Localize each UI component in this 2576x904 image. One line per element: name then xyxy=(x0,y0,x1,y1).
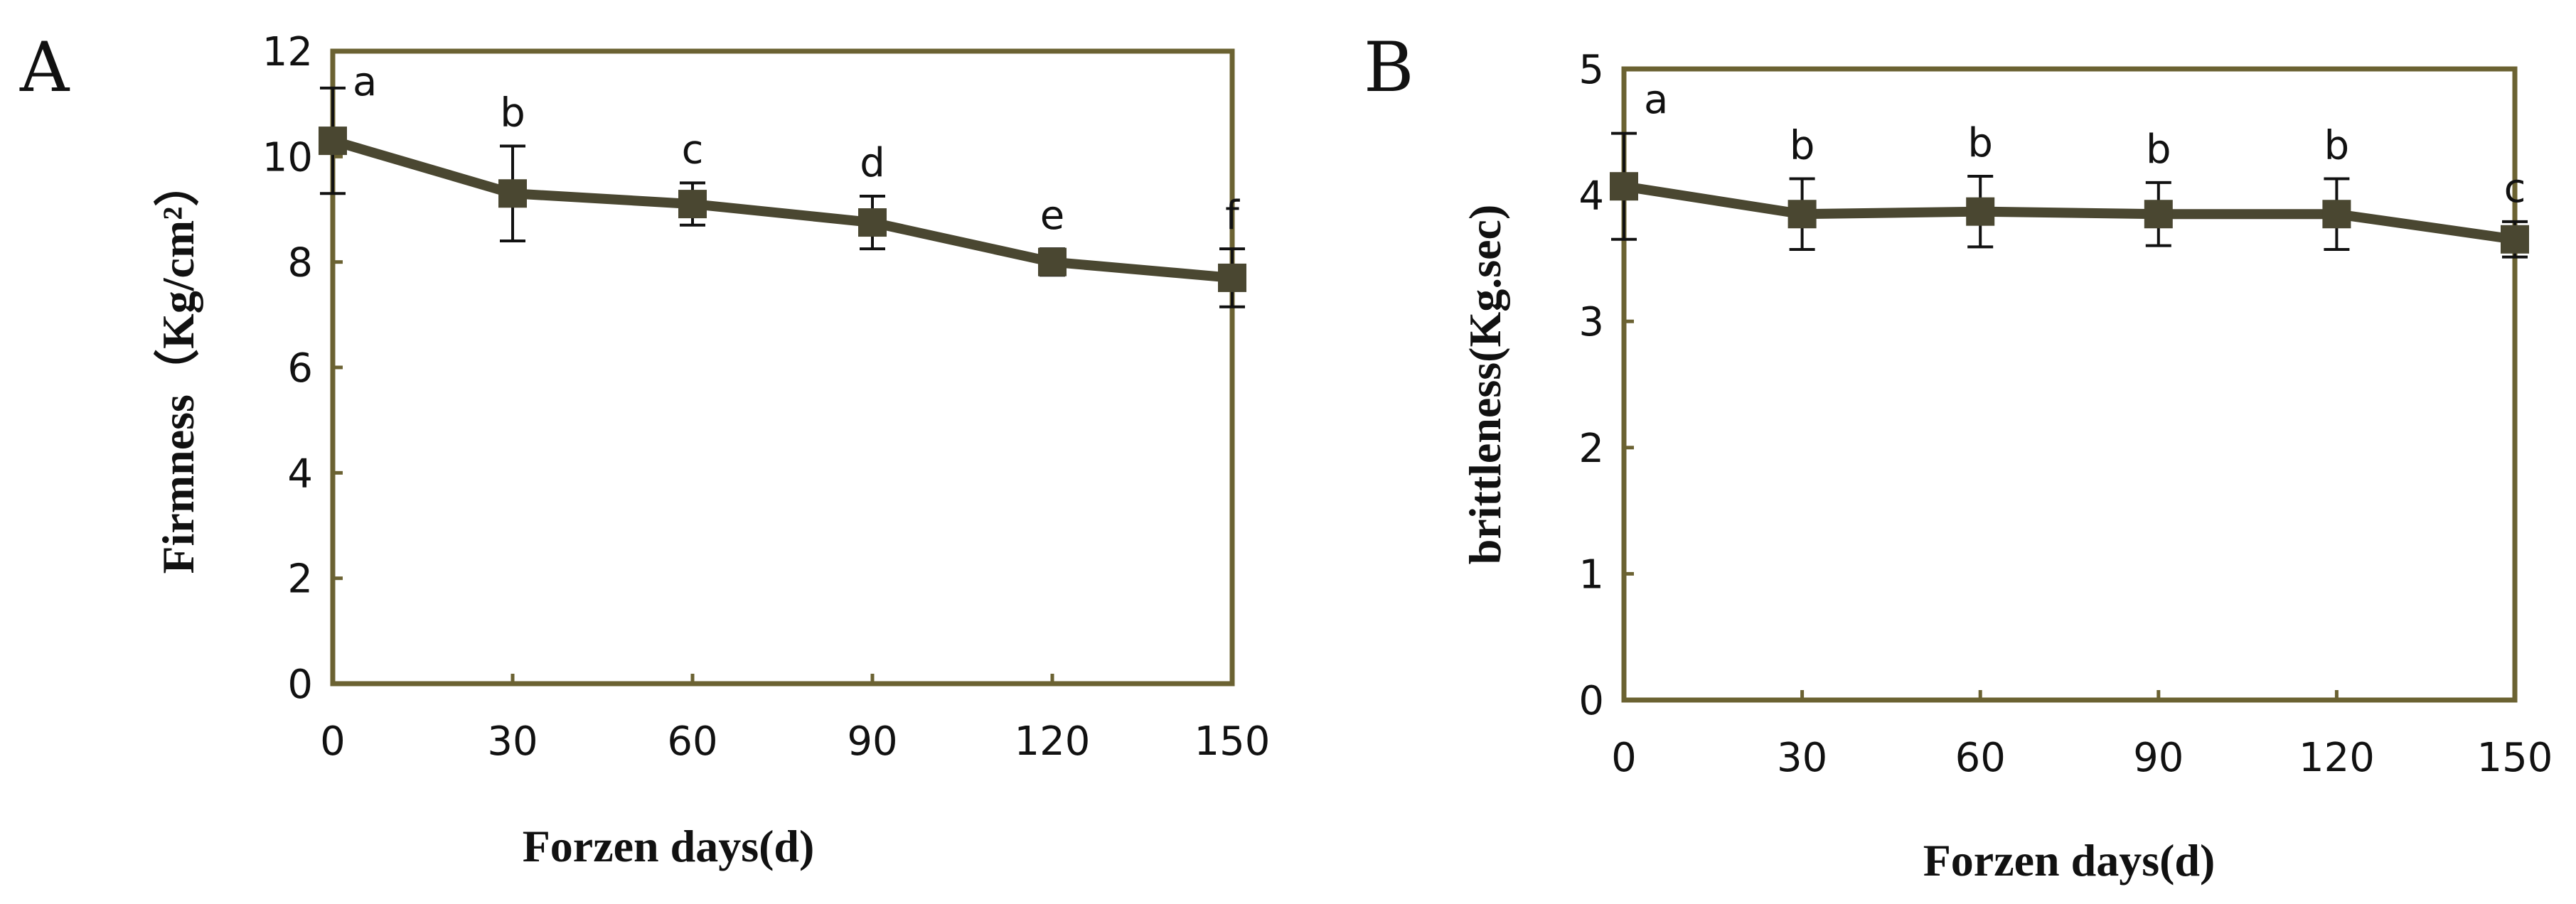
significance-label: b xyxy=(500,90,525,136)
x-axis-title: Forzen days(d) xyxy=(523,821,815,871)
significance-label: f xyxy=(1225,193,1240,239)
data-point-marker xyxy=(2322,200,2351,229)
data-point-marker xyxy=(319,127,347,156)
data-point-marker xyxy=(498,179,527,208)
x-tick-label: 0 xyxy=(1611,735,1637,781)
x-tick-label: 120 xyxy=(2299,735,2375,781)
y-tick-label: 2 xyxy=(287,556,313,603)
panel-letter: B xyxy=(1364,28,1414,107)
significance-label: c xyxy=(682,127,704,173)
y-tick-label: 4 xyxy=(287,451,313,497)
x-tick-label: 30 xyxy=(487,719,538,765)
y-tick-label: 3 xyxy=(1578,299,1604,345)
data-point-marker xyxy=(1038,247,1067,276)
y-tick-label: 0 xyxy=(1578,678,1604,724)
x-tick-label: 90 xyxy=(2133,735,2184,781)
y-axis-title: brittleness(Kg.sec) xyxy=(1460,205,1510,565)
series-line xyxy=(1623,181,2516,244)
data-point-marker xyxy=(2501,225,2529,254)
x-tick-label: 150 xyxy=(1195,719,1271,765)
significance-label: b xyxy=(2146,127,2171,173)
data-point-marker xyxy=(1787,200,1817,229)
significance-label: b xyxy=(2324,123,2350,169)
plot-frame xyxy=(330,48,1235,687)
panel-letter: A xyxy=(19,28,70,107)
y-tick-label: 12 xyxy=(262,29,313,75)
y-tick-label: 1 xyxy=(1578,551,1604,598)
y-tick-label: 2 xyxy=(1578,426,1604,472)
data-point-marker xyxy=(2144,200,2173,229)
x-axis-title: Forzen days(d) xyxy=(1923,835,2216,886)
y-tick-label: 0 xyxy=(287,662,313,708)
plot-frame xyxy=(1621,66,2518,703)
data-point-marker xyxy=(858,208,887,237)
data-point-marker xyxy=(1966,197,1995,226)
significance-label: d xyxy=(860,140,885,186)
significance-label: c xyxy=(2504,166,2526,212)
x-tick-label: 60 xyxy=(1955,735,2006,781)
y-tick-label: 8 xyxy=(287,240,313,286)
data-point-marker xyxy=(1218,263,1246,292)
y-tick-label: 5 xyxy=(1578,47,1604,93)
significance-label: a xyxy=(1644,77,1668,123)
x-tick-label: 120 xyxy=(1015,719,1091,765)
significance-label: e xyxy=(1040,193,1064,239)
x-tick-label: 60 xyxy=(667,719,717,765)
y-tick-label: 4 xyxy=(1578,173,1604,220)
x-tick-label: 30 xyxy=(1777,735,1827,781)
significance-label: b xyxy=(1790,123,1815,169)
y-tick-label: 6 xyxy=(287,345,313,392)
y-axis-title: Firmness（Kg/cm²） xyxy=(153,161,203,574)
x-tick-label: 150 xyxy=(2477,735,2553,781)
significance-label: b xyxy=(1967,120,1993,166)
significance-label: a xyxy=(353,59,377,105)
x-tick-label: 0 xyxy=(320,719,346,765)
data-point-marker xyxy=(678,190,707,219)
series-line xyxy=(331,136,1233,283)
y-tick-label: 10 xyxy=(262,134,313,181)
x-tick-label: 90 xyxy=(847,719,897,765)
data-point-marker xyxy=(1610,172,1638,201)
